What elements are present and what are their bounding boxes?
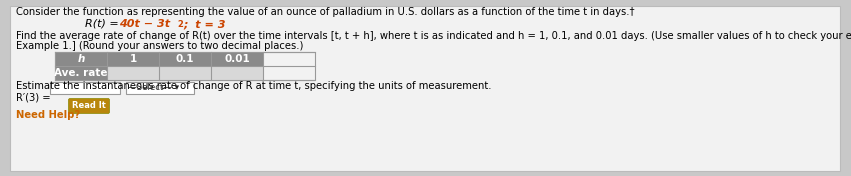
- FancyBboxPatch shape: [10, 6, 840, 171]
- Bar: [159, 66, 211, 80]
- Text: R′(3) =: R′(3) =: [16, 93, 50, 103]
- Text: 2: 2: [177, 20, 183, 29]
- Bar: [107, 52, 159, 66]
- Bar: [55, 52, 315, 80]
- Bar: [55, 66, 107, 80]
- FancyBboxPatch shape: [68, 99, 110, 114]
- Bar: [107, 66, 159, 80]
- Text: Ave. rate: Ave. rate: [54, 68, 108, 78]
- Text: 0.1: 0.1: [176, 54, 194, 64]
- Text: Find the average rate of change of R(t) over the time intervals [t, t + h], wher: Find the average rate of change of R(t) …: [16, 31, 851, 41]
- Text: 40t − 3t: 40t − 3t: [119, 19, 170, 29]
- Bar: [211, 66, 263, 80]
- Text: 0.01: 0.01: [224, 54, 250, 64]
- Bar: [211, 52, 263, 66]
- Text: 1: 1: [129, 54, 137, 64]
- Bar: [55, 52, 107, 66]
- Text: Example 1.] (Round your answers to two decimal places.): Example 1.] (Round your answers to two d…: [16, 41, 303, 51]
- Text: Estimate the instantaneous rate of change of R at time t, specifying the units o: Estimate the instantaneous rate of chang…: [16, 81, 492, 91]
- Bar: [126, 82, 194, 94]
- Text: h: h: [77, 54, 85, 64]
- Text: Consider the function as representing the value of an ounce of palladium in U.S.: Consider the function as representing th…: [16, 7, 635, 17]
- Bar: [50, 82, 120, 94]
- Text: R(t) =: R(t) =: [85, 19, 123, 29]
- Bar: [159, 52, 211, 66]
- Text: Read It: Read It: [72, 102, 106, 111]
- Text: —Select— ▾: —Select— ▾: [128, 83, 179, 92]
- Text: Need Help?: Need Help?: [16, 110, 80, 120]
- Text: ;  t = 3: ; t = 3: [183, 19, 226, 29]
